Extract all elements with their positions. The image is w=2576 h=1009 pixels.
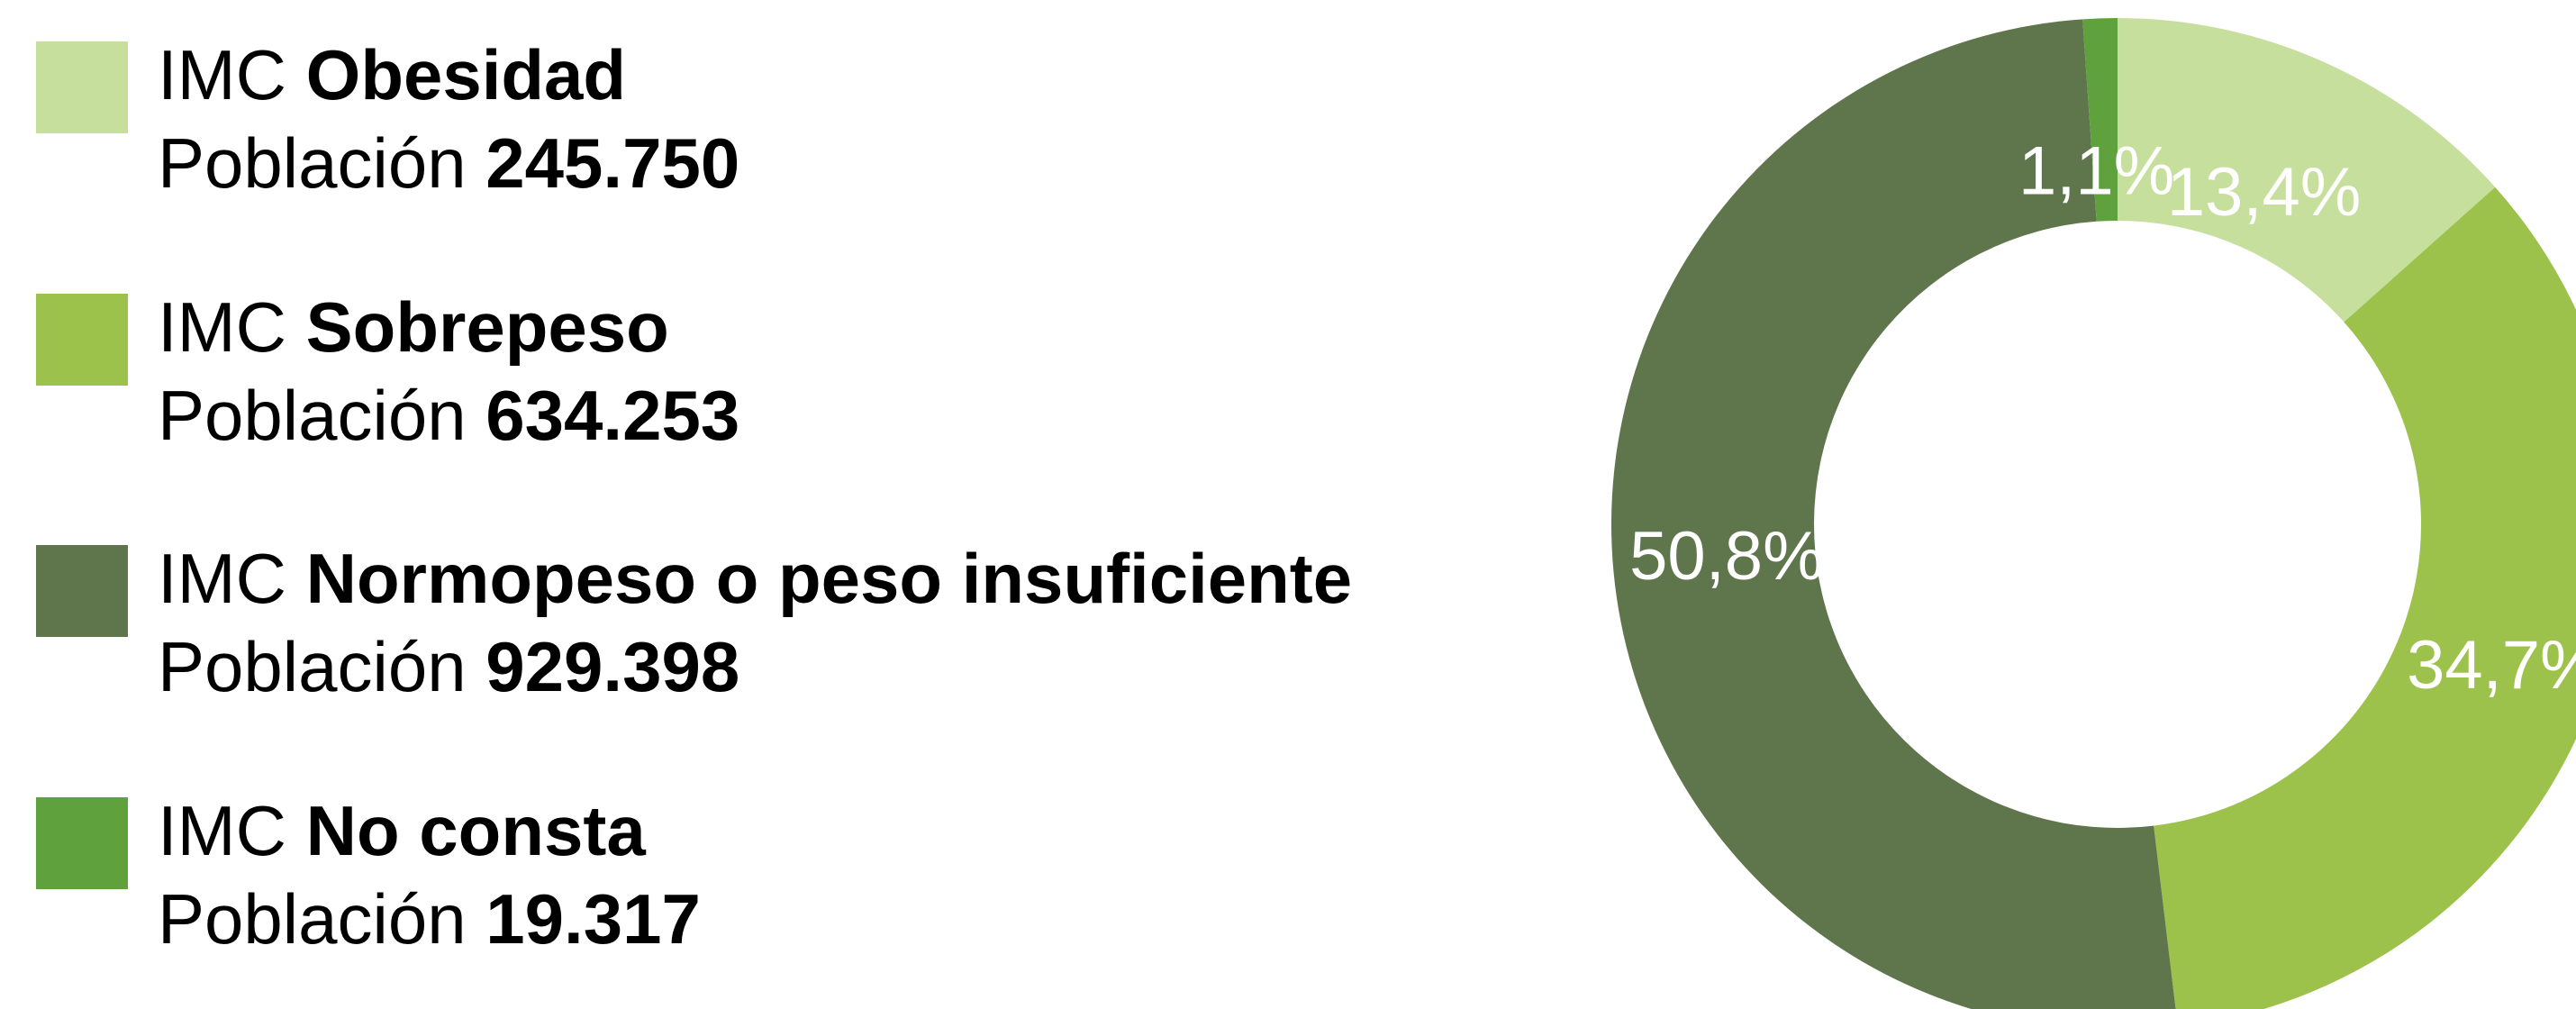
- legend-pop-prefix: Población: [158, 879, 486, 959]
- legend-population: 634.253: [485, 376, 740, 455]
- legend-prefix: IMC: [158, 539, 306, 618]
- legend-category: Obesidad: [305, 35, 627, 114]
- slice-label-obesidad: 13,4%: [2167, 154, 2362, 231]
- legend-text: IMC No consta Población 19.317: [158, 786, 701, 963]
- donut-slice-sobrepeso: [2154, 186, 2576, 1009]
- legend-swatch-obesidad: [36, 41, 128, 133]
- donut-slice-obesidad: [2118, 18, 2496, 323]
- legend-pop-prefix: Población: [158, 627, 486, 706]
- legend-prefix: IMC: [158, 35, 306, 114]
- legend-category: Sobrepeso: [305, 287, 669, 367]
- legend-prefix: IMC: [158, 791, 306, 870]
- donut-slice-labels: 13,4% 34,7% 50,8% 1,1%: [1629, 133, 2576, 704]
- legend-category: No consta: [305, 791, 646, 870]
- donut-slices: [1611, 18, 2576, 1009]
- legend-swatch-normopeso: [36, 545, 128, 637]
- legend-category: Normopeso o peso insuficiente: [305, 539, 1353, 618]
- donut-slice-normopeso: [1611, 19, 2176, 1009]
- legend-text: IMC Normopeso o peso insuficiente Poblac…: [158, 534, 1352, 711]
- legend-pop-prefix: Población: [158, 123, 486, 203]
- legend-text: IMC Sobrepeso Población 634.253: [158, 283, 739, 459]
- legend-swatch-no-consta: [36, 797, 128, 889]
- donut-slice-no-consta: [2082, 18, 2118, 222]
- legend-pop-prefix: Población: [158, 376, 486, 455]
- legend-population: 245.750: [485, 123, 740, 203]
- slice-label-no-consta: 1,1%: [2018, 133, 2174, 210]
- legend-prefix: IMC: [158, 287, 306, 367]
- slice-label-normopeso: 50,8%: [1629, 518, 1824, 595]
- legend-population: 19.317: [485, 879, 701, 959]
- legend-population: 929.398: [485, 627, 740, 706]
- slice-label-sobrepeso: 34,7%: [2407, 627, 2576, 704]
- legend-text: IMC Obesidad Población 245.750: [158, 31, 739, 207]
- legend-swatch-sobrepeso: [36, 294, 128, 386]
